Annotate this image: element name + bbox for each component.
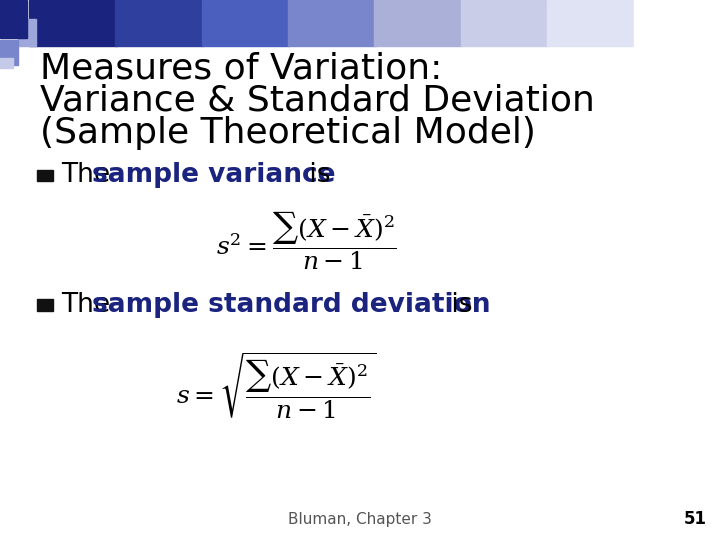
Text: sample variance: sample variance <box>92 163 336 188</box>
Bar <box>461 0 549 46</box>
Text: Measures of Variation:: Measures of Variation: <box>40 51 442 85</box>
Bar <box>0 58 13 68</box>
Bar <box>288 0 376 46</box>
Bar <box>18 19 36 46</box>
Text: The: The <box>61 292 119 318</box>
Text: 51: 51 <box>683 510 706 529</box>
Bar <box>37 299 53 311</box>
Bar <box>29 0 117 46</box>
Text: is: is <box>443 292 472 318</box>
Text: Bluman, Chapter 3: Bluman, Chapter 3 <box>288 512 432 527</box>
Bar <box>634 0 720 46</box>
Text: $s^2 = \dfrac{\sum\left(X - \bar{X}\right)^2}{n-1}$: $s^2 = \dfrac{\sum\left(X - \bar{X}\righ… <box>216 209 397 272</box>
Bar <box>0 40 18 65</box>
Text: is: is <box>301 163 330 188</box>
Bar <box>374 0 462 46</box>
Bar <box>37 170 53 181</box>
Bar <box>115 0 203 46</box>
Text: Variance & Standard Deviation: Variance & Standard Deviation <box>40 84 595 118</box>
Text: (Sample Theoretical Model): (Sample Theoretical Model) <box>40 116 536 150</box>
Bar <box>0 0 27 38</box>
Bar <box>202 0 289 46</box>
Text: sample standard deviation: sample standard deviation <box>92 292 490 318</box>
Text: The: The <box>61 163 119 188</box>
Text: $s = \sqrt{\dfrac{\sum\left(X - \bar{X}\right)^2}{n-1}}$: $s = \sqrt{\dfrac{\sum\left(X - \bar{X}\… <box>176 351 377 421</box>
Bar <box>547 0 635 46</box>
